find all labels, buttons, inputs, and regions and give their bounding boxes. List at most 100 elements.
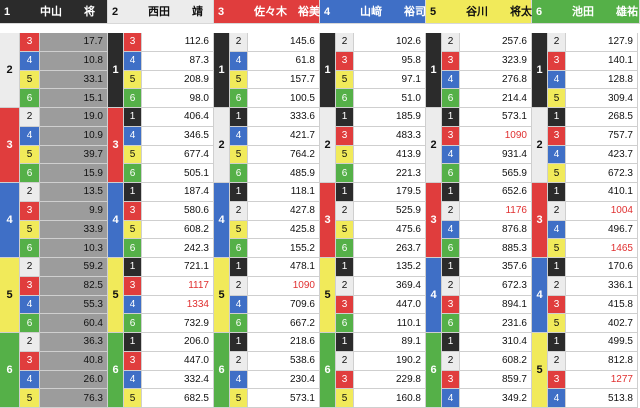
third-place-cell: 1 <box>124 333 142 352</box>
header-boat-1: 1 中山 将 <box>0 0 108 24</box>
odds-value: 894.1 <box>460 295 532 315</box>
third-place-cell: 1 <box>442 183 460 202</box>
third-place-cell: 6 <box>442 89 460 108</box>
third-place-cell: 4 <box>548 145 566 165</box>
third-place-cell: 2 <box>230 201 248 221</box>
third-place-cell: 3 <box>336 295 354 315</box>
third-place-cell: 1 <box>548 183 566 202</box>
second-place-cell: 5 <box>214 258 230 333</box>
odds-value: 757.7 <box>566 126 638 146</box>
third-place-cell: 6 <box>20 164 40 183</box>
second-place-cell: 5 <box>532 333 548 408</box>
third-place-cell: 6 <box>20 239 40 258</box>
odds-value: 1090 <box>248 276 320 296</box>
odds-value: 155.2 <box>248 239 320 258</box>
third-place-cell: 6 <box>230 314 248 333</box>
second-place-cell: 6 <box>320 333 336 408</box>
third-place-cell: 2 <box>442 33 460 52</box>
third-place-cell: 3 <box>442 295 460 315</box>
odds-value: 406.4 <box>142 108 214 127</box>
header-number: 2 <box>112 6 119 18</box>
third-place-cell: 1 <box>124 108 142 127</box>
third-place-cell: 1 <box>548 333 566 352</box>
third-place-cell: 5 <box>336 70 354 90</box>
odds-value: 608.2 <box>142 220 214 240</box>
second-place-cell: 4 <box>0 183 20 258</box>
third-place-cell: 5 <box>230 145 248 165</box>
odds-value: 447.0 <box>354 295 426 315</box>
odds-value: 859.7 <box>460 370 532 390</box>
third-place-cell: 1 <box>442 333 460 352</box>
odds-value: 230.4 <box>248 370 320 390</box>
third-place-cell: 1 <box>230 258 248 277</box>
third-place-cell: 5 <box>124 389 142 408</box>
odds-value: 573.1 <box>248 389 320 408</box>
third-place-cell: 1 <box>442 108 460 127</box>
third-place-cell: 2 <box>20 108 40 127</box>
third-place-cell: 4 <box>230 295 248 315</box>
header-boat-6: 6 池田 雄祐 <box>532 0 640 24</box>
third-place-cell: 6 <box>442 314 460 333</box>
third-place-cell: 2 <box>20 258 40 277</box>
third-place-cell: 5 <box>548 89 566 108</box>
third-place-cell: 3 <box>442 126 460 146</box>
third-place-cell: 1 <box>124 258 142 277</box>
odds-value: 485.9 <box>248 164 320 183</box>
odds-value: 349.2 <box>460 389 532 408</box>
second-place-cell: 3 <box>532 183 548 258</box>
third-place-cell: 4 <box>20 126 40 146</box>
odds-value: 10.8 <box>40 51 108 71</box>
odds-value: 421.7 <box>248 126 320 146</box>
third-place-cell: 2 <box>442 351 460 371</box>
odds-value: 17.7 <box>40 33 108 52</box>
third-place-cell: 4 <box>20 370 40 390</box>
odds-value: 1277 <box>566 370 638 390</box>
second-place-cell: 6 <box>108 333 124 408</box>
third-place-cell: 4 <box>230 51 248 71</box>
third-place-cell: 4 <box>20 295 40 315</box>
third-place-cell: 4 <box>124 295 142 315</box>
third-place-cell: 1 <box>336 108 354 127</box>
odds-value: 1334 <box>142 295 214 315</box>
third-place-cell: 6 <box>336 164 354 183</box>
odds-value: 98.0 <box>142 89 214 108</box>
odds-value: 1117 <box>142 276 214 296</box>
odds-value: 160.8 <box>354 389 426 408</box>
odds-value: 82.5 <box>40 276 108 296</box>
odds-value: 608.2 <box>460 351 532 371</box>
third-place-cell: 2 <box>336 33 354 52</box>
odds-value: 100.5 <box>248 89 320 108</box>
odds-value: 36.3 <box>40 333 108 352</box>
third-place-cell: 1 <box>230 108 248 127</box>
odds-value: 427.8 <box>248 201 320 221</box>
odds-value: 310.4 <box>460 333 532 352</box>
odds-value: 413.9 <box>354 145 426 165</box>
odds-value: 110.1 <box>354 314 426 333</box>
third-place-cell: 5 <box>124 145 142 165</box>
third-place-cell: 1 <box>336 183 354 202</box>
odds-value: 1004 <box>566 201 638 221</box>
second-place-cell: 1 <box>320 33 336 108</box>
odds-value: 135.2 <box>354 258 426 277</box>
third-place-cell: 6 <box>230 89 248 108</box>
odds-value: 229.8 <box>354 370 426 390</box>
odds-value: 652.6 <box>460 183 532 202</box>
second-place-cell: 4 <box>108 183 124 258</box>
header-racer-name: 西田 靖 <box>148 6 203 18</box>
third-place-cell: 2 <box>20 333 40 352</box>
odds-value: 682.5 <box>142 389 214 408</box>
odds-value: 1090 <box>460 126 532 146</box>
third-place-cell: 5 <box>548 314 566 333</box>
third-place-cell: 2 <box>20 183 40 202</box>
odds-value: 565.9 <box>460 164 532 183</box>
odds-value: 39.7 <box>40 145 108 165</box>
third-place-cell: 2 <box>442 201 460 221</box>
odds-value: 60.4 <box>40 314 108 333</box>
odds-value: 214.4 <box>460 89 532 108</box>
third-place-cell: 6 <box>336 239 354 258</box>
odds-value: 55.3 <box>40 295 108 315</box>
odds-value: 513.8 <box>566 389 638 408</box>
third-place-cell: 3 <box>124 276 142 296</box>
odds-value: 332.4 <box>142 370 214 390</box>
